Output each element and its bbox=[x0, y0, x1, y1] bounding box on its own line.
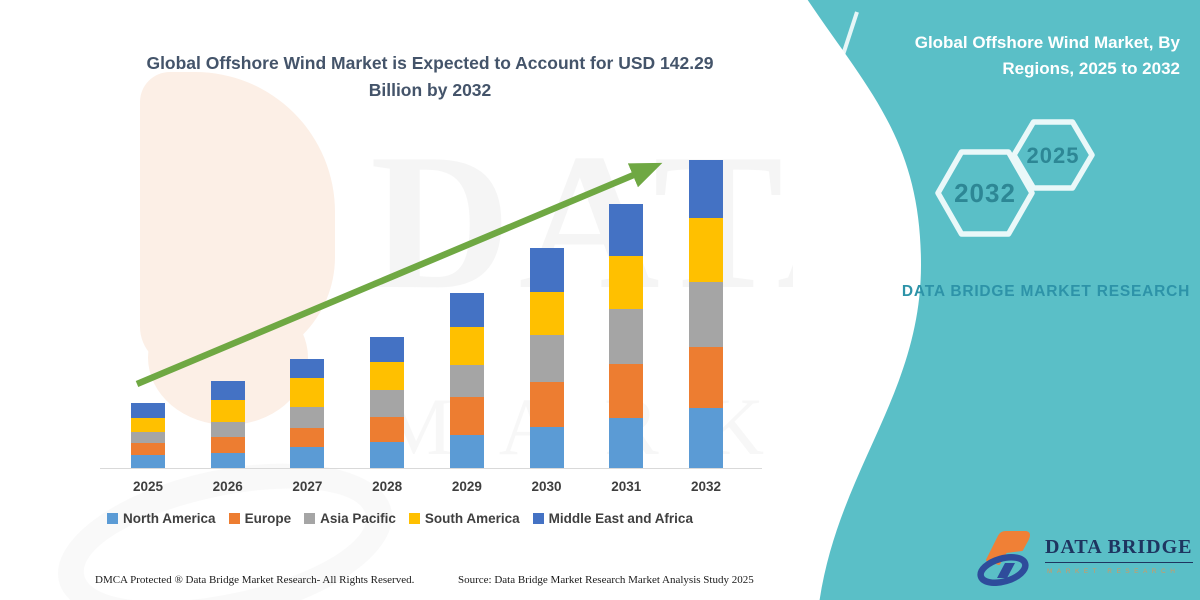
bar-2028 bbox=[370, 337, 405, 468]
bar-segment-middle-east-and-africa bbox=[449, 293, 484, 328]
bar-2032 bbox=[688, 160, 723, 468]
legend-label: Asia Pacific bbox=[320, 511, 396, 526]
x-axis-line bbox=[100, 468, 762, 469]
bar-segment-europe bbox=[688, 346, 723, 409]
bar-segment-middle-east-and-africa bbox=[290, 358, 325, 378]
bar-segment-middle-east-and-africa bbox=[609, 203, 644, 256]
bar-segment-middle-east-and-africa bbox=[688, 160, 723, 218]
bar-segment-europe bbox=[210, 437, 245, 454]
legend-item-middle-east-and-africa: Middle East and Africa bbox=[532, 511, 693, 526]
logo-wordmark: DATA BRIDGE bbox=[1045, 536, 1193, 563]
legend-item-europe: Europe bbox=[228, 511, 292, 526]
bar-segment-europe bbox=[370, 416, 405, 442]
bar-segment-asia-pacific bbox=[529, 335, 564, 383]
bar-segment-south-america bbox=[370, 361, 405, 390]
bar-segment-asia-pacific bbox=[290, 406, 325, 428]
bar-segment-north-america bbox=[609, 417, 644, 468]
footer: DMCA Protected ® Data Bridge Market Rese… bbox=[0, 574, 795, 594]
bar-2030 bbox=[529, 248, 564, 468]
legend-label: South America bbox=[424, 511, 520, 526]
dmca-notice: DMCA Protected ® Data Bridge Market Rese… bbox=[95, 574, 415, 586]
legend-label: Europe bbox=[244, 511, 292, 526]
bar-segment-middle-east-and-africa bbox=[370, 337, 405, 362]
bar-segment-europe bbox=[529, 382, 564, 428]
bar-segment-south-america bbox=[131, 417, 165, 433]
legend-swatch bbox=[532, 513, 544, 524]
bar-segment-asia-pacific bbox=[131, 432, 165, 444]
chart-legend: North America Europe Asia Pacific South Ame… bbox=[40, 511, 760, 526]
x-axis-label-2027: 2027 bbox=[292, 479, 323, 494]
company-logo: DATA BRIDGE MARKET RESEARCH bbox=[975, 528, 1193, 588]
bar-segment-europe bbox=[290, 427, 325, 447]
legend-item-asia-pacific: Asia Pacific bbox=[304, 511, 396, 526]
legend-item-south-america: South America bbox=[408, 511, 520, 526]
bar-2026 bbox=[210, 380, 245, 468]
bar-segment-south-america bbox=[290, 377, 325, 407]
bar-segment-north-america bbox=[210, 453, 245, 468]
brand-text: DATA BRIDGE MARKET RESEARCH bbox=[901, 283, 1191, 300]
hexagon-2025 bbox=[1011, 119, 1095, 191]
x-axis-label-2031: 2031 bbox=[611, 479, 642, 494]
side-panel: Global Offshore Wind Market, By Regions,… bbox=[793, 0, 1200, 600]
bar-segment-south-america bbox=[449, 327, 484, 365]
legend-swatch bbox=[408, 513, 420, 524]
x-axis-label-2026: 2026 bbox=[212, 479, 243, 494]
bar-segment-south-america bbox=[609, 255, 644, 310]
bar-segment-north-america bbox=[688, 408, 723, 468]
x-axis-label-2030: 2030 bbox=[531, 479, 562, 494]
bar-segment-north-america bbox=[529, 427, 564, 468]
bar-segment-south-america bbox=[210, 400, 245, 423]
bar-segment-north-america bbox=[449, 435, 484, 468]
bar-segment-europe bbox=[449, 396, 484, 436]
bar-segment-middle-east-and-africa bbox=[529, 248, 564, 292]
legend-label: North America bbox=[123, 511, 216, 526]
bar-segment-asia-pacific bbox=[609, 309, 644, 365]
logo-subtext: MARKET RESEARCH bbox=[1047, 568, 1180, 575]
bar-segment-north-america bbox=[370, 441, 405, 468]
bar-segment-middle-east-and-africa bbox=[210, 380, 245, 401]
bar-segment-asia-pacific bbox=[210, 422, 245, 438]
legend-item-north-america: North America bbox=[107, 511, 216, 526]
chart-title: Global Offshore Wind Market is Expected … bbox=[146, 53, 714, 101]
bar-segment-north-america bbox=[131, 454, 165, 468]
source-note: Source: Data Bridge Market Research Mark… bbox=[458, 574, 754, 586]
chart-area: Global Offshore Wind Market is Expected … bbox=[0, 53, 795, 594]
x-axis-label-2032: 2032 bbox=[690, 479, 721, 494]
bar-2029 bbox=[449, 293, 484, 468]
bar-segment-asia-pacific bbox=[370, 389, 405, 417]
legend-label: Middle East and Africa bbox=[548, 511, 693, 526]
hexagon-year-2025: 2025 bbox=[1026, 143, 1080, 168]
bar-2031 bbox=[609, 203, 644, 468]
hexagon-2032 bbox=[935, 149, 1035, 237]
legend-swatch bbox=[107, 513, 119, 524]
bar-segment-north-america bbox=[290, 446, 325, 468]
bar-segment-asia-pacific bbox=[449, 364, 484, 397]
data-bridge-logo-icon bbox=[977, 531, 1030, 586]
x-axis-label-2029: 2029 bbox=[451, 479, 482, 494]
side-panel-title: Global Offshore Wind Market, By Regions,… bbox=[914, 33, 1180, 78]
bar-segment-europe bbox=[131, 443, 165, 455]
x-axis-label-2025: 2025 bbox=[132, 479, 164, 494]
legend-swatch bbox=[304, 513, 316, 524]
bar-segment-europe bbox=[609, 364, 644, 418]
bar-2027 bbox=[290, 358, 325, 468]
bar-segment-south-america bbox=[529, 292, 564, 336]
bar-segment-south-america bbox=[688, 217, 723, 283]
bar-segment-middle-east-and-africa bbox=[131, 403, 165, 418]
hexagon-year-2032: 2032 bbox=[954, 178, 1016, 208]
side-panel-background bbox=[793, 0, 1200, 600]
legend-swatch bbox=[228, 513, 240, 524]
bar-segment-asia-pacific bbox=[688, 282, 723, 347]
bar-2025 bbox=[131, 403, 165, 468]
x-axis-label-2028: 2028 bbox=[372, 479, 403, 494]
